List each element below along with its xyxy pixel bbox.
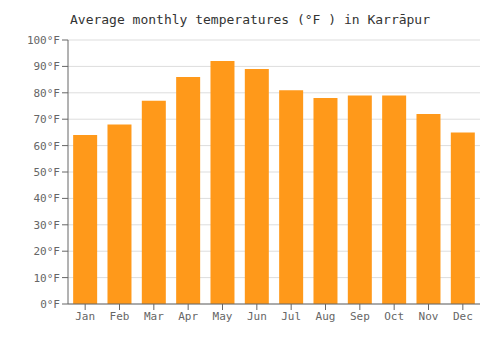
- svg-text:0°F: 0°F: [40, 298, 60, 311]
- svg-text:Feb: Feb: [110, 310, 130, 323]
- svg-text:Aug: Aug: [316, 310, 336, 323]
- svg-text:Jun: Jun: [247, 310, 267, 323]
- svg-text:Sep: Sep: [350, 310, 370, 323]
- svg-text:10°F: 10°F: [34, 272, 61, 285]
- svg-text:70°F: 70°F: [34, 113, 61, 126]
- svg-text:40°F: 40°F: [34, 192, 61, 205]
- svg-text:30°F: 30°F: [34, 219, 61, 232]
- svg-text:Apr: Apr: [178, 310, 198, 323]
- svg-text:20°F: 20°F: [34, 245, 61, 258]
- svg-text:Jan: Jan: [75, 310, 95, 323]
- html-text:Average monthly temperatures (: Average monthly temperatures (°F ) in Ka…: [70, 12, 430, 27]
- svg-text:Oct: Oct: [384, 310, 404, 323]
- svg-text:90°F: 90°F: [34, 60, 61, 73]
- svg-text:Dec: Dec: [453, 310, 473, 323]
- svg-text:100°F: 100°F: [27, 34, 60, 47]
- svg-text:Jul: Jul: [281, 310, 301, 323]
- svg-text:50°F: 50°F: [34, 166, 61, 179]
- svg-text:Mar: Mar: [144, 310, 164, 323]
- svg-text:60°F: 60°F: [34, 140, 61, 153]
- svg-text:80°F: 80°F: [34, 87, 61, 100]
- svg-text:Nov: Nov: [419, 310, 439, 323]
- svg-text:May: May: [213, 310, 233, 323]
